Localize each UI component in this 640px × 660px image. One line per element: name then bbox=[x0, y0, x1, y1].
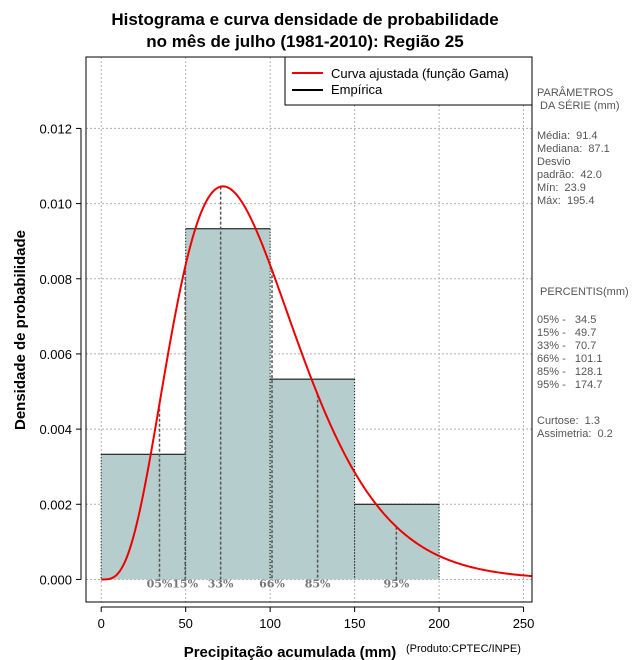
legend-label-empirical: Empírica bbox=[331, 82, 383, 97]
y-tick-label: 0.010 bbox=[39, 197, 72, 212]
fitted-gamma-curve bbox=[101, 185, 533, 581]
params-values: Média: 91.4 Mediana: 87.1 Desvio padrão:… bbox=[537, 130, 610, 207]
y-tick-label: 0.012 bbox=[39, 121, 72, 136]
shape-values: Curtose: 1.3 Assimetria: 0.2 bbox=[537, 415, 613, 440]
x-axis: 0 50 100 150 200 250 bbox=[98, 606, 535, 631]
x-tick-label: 50 bbox=[178, 616, 192, 631]
legend-label-curve: Curva ajustada (função Gama) bbox=[331, 66, 509, 81]
x-tick-label: 100 bbox=[259, 616, 281, 631]
chart-title-line1: Histograma e curva densidade de probabil… bbox=[111, 10, 498, 29]
histogram-bar bbox=[185, 228, 271, 580]
y-tick-label: 0.004 bbox=[39, 422, 72, 437]
x-axis-title: Precipitação acumulada (mm) bbox=[184, 644, 397, 660]
x-tick-label: 250 bbox=[513, 616, 535, 631]
x-tick-label: 200 bbox=[428, 616, 450, 631]
histogram-bar bbox=[101, 454, 186, 580]
y-tick-label: 0.000 bbox=[39, 572, 72, 587]
percentile-label: 15% bbox=[172, 577, 198, 590]
percentis-values: 05% - 34.5 15% - 49.7 33% - 70.7 66% - 1… bbox=[537, 314, 603, 391]
percentile-label: 05% bbox=[147, 577, 173, 590]
y-tick-label: 0.008 bbox=[39, 272, 72, 287]
y-tick-label: 0.002 bbox=[39, 497, 72, 512]
percentile-label: 66% bbox=[259, 577, 285, 590]
histogram-bar bbox=[270, 379, 355, 580]
legend-box bbox=[284, 56, 533, 106]
histogram-bars bbox=[100, 228, 440, 580]
percentile-label: 95% bbox=[383, 577, 409, 590]
y-axis-title: Densidade de probabilidade bbox=[12, 230, 29, 430]
x-tick-label: 0 bbox=[98, 616, 105, 631]
y-axis: 0.000 0.002 0.004 0.006 0.008 0.010 0.012 bbox=[39, 121, 82, 587]
y-tick-label: 0.006 bbox=[39, 347, 72, 362]
legend: Curva ajustada (função Gama) Empírica bbox=[284, 56, 533, 106]
x-tick-label: 150 bbox=[344, 616, 366, 631]
params-title: PARÂMETROS DA SÉRIE (mm) bbox=[537, 87, 620, 112]
percentis-title: PERCENTIS(mm) bbox=[537, 286, 629, 298]
percentile-markers: 05% 15% 33% 66% 85% 95% bbox=[147, 186, 410, 590]
percentile-label: 33% bbox=[208, 577, 234, 590]
chart-title-line2: no mês de julho (1981-2010): Região 25 bbox=[146, 32, 463, 51]
percentile-label: 85% bbox=[305, 577, 331, 590]
product-credit: (Produto:CPTEC/INPE) bbox=[406, 643, 521, 655]
